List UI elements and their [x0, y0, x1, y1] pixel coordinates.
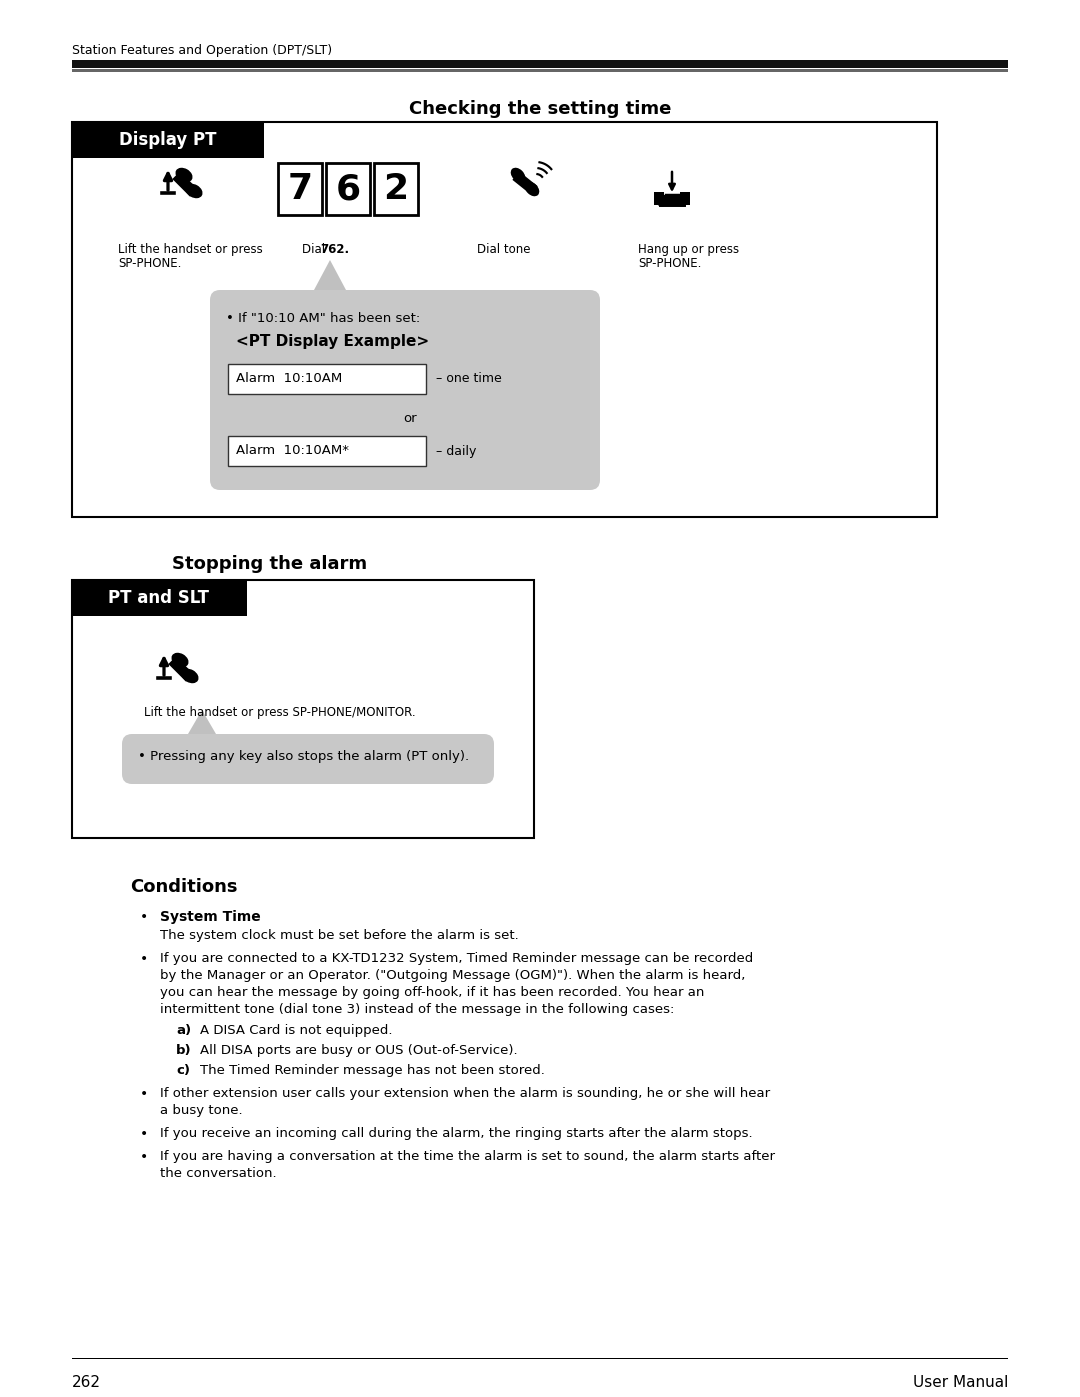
Text: •: •	[140, 909, 148, 923]
Text: Display PT: Display PT	[119, 131, 217, 149]
Text: If other extension user calls your extension when the alarm is sounding, he or s: If other extension user calls your exten…	[160, 1087, 770, 1099]
Bar	[228, 436, 426, 467]
Text: 2: 2	[383, 172, 408, 205]
Text: Station Features and Operation (DPT/SLT): Station Features and Operation (DPT/SLT)	[72, 43, 333, 57]
Bar	[72, 580, 534, 838]
Text: Checking the setting time: Checking the setting time	[409, 101, 671, 117]
Text: by the Manager or an Operator. ("Outgoing Message (OGM)"). When the alarm is hea: by the Manager or an Operator. ("Outgoin…	[160, 970, 745, 982]
Text: •: •	[140, 1127, 148, 1141]
Text: – one time: – one time	[436, 373, 502, 386]
Text: 762.: 762.	[320, 243, 349, 256]
Text: Stopping the alarm: Stopping the alarm	[173, 555, 367, 573]
Bar	[680, 191, 690, 200]
Text: you can hear the message by going off-hook, if it has been recorded. You hear an: you can hear the message by going off-ho…	[160, 986, 704, 999]
Text: All DISA ports are busy or OUS (Out-of-Service).: All DISA ports are busy or OUS (Out-of-S…	[200, 1044, 517, 1058]
Text: Lift the handset or press SP-PHONE/MONITOR.: Lift the handset or press SP-PHONE/MONIT…	[144, 705, 416, 719]
Text: b): b)	[176, 1044, 191, 1058]
Text: Dial: Dial	[302, 243, 329, 256]
Bar	[654, 196, 690, 205]
Text: or: or	[403, 412, 417, 425]
Text: Alarm  10:10AM: Alarm 10:10AM	[237, 373, 342, 386]
Text: PT and SLT: PT and SLT	[108, 590, 210, 608]
Text: The system clock must be set before the alarm is set.: The system clock must be set before the …	[160, 929, 518, 942]
Bar	[72, 580, 247, 616]
Text: •: •	[140, 1087, 148, 1101]
Text: 262: 262	[72, 1375, 102, 1390]
Text: System Time: System Time	[160, 909, 260, 923]
Polygon shape	[314, 260, 346, 291]
Text: Hang up or press: Hang up or press	[638, 243, 739, 256]
Text: intermittent tone (dial tone 3) instead of the message in the following cases:: intermittent tone (dial tone 3) instead …	[160, 1003, 674, 1016]
Text: Dial tone: Dial tone	[477, 243, 530, 256]
Text: 6: 6	[336, 172, 361, 205]
Bar	[72, 122, 937, 517]
Text: If you receive an incoming call during the alarm, the ringing starts after the a: If you receive an incoming call during t…	[160, 1127, 753, 1140]
Text: the conversation.: the conversation.	[160, 1166, 276, 1180]
Text: A DISA Card is not equipped.: A DISA Card is not equipped.	[200, 1024, 392, 1037]
Text: <PT Display Example>: <PT Display Example>	[237, 334, 429, 349]
Ellipse shape	[511, 168, 525, 182]
Text: If you are having a conversation at the time the alarm is set to sound, the alar: If you are having a conversation at the …	[160, 1150, 775, 1162]
Ellipse shape	[172, 652, 189, 668]
Text: If you are connected to a KX-TD1232 System, Timed Reminder message can be record: If you are connected to a KX-TD1232 Syst…	[160, 951, 753, 965]
Bar	[72, 68, 1008, 73]
FancyBboxPatch shape	[210, 291, 600, 490]
Text: The Timed Reminder message has not been stored.: The Timed Reminder message has not been …	[200, 1065, 545, 1077]
Text: a): a)	[176, 1024, 191, 1037]
Ellipse shape	[657, 200, 667, 207]
Text: SP-PHONE.: SP-PHONE.	[638, 257, 701, 270]
Ellipse shape	[677, 200, 687, 207]
Text: – daily: – daily	[436, 444, 476, 457]
Text: SP-PHONE.: SP-PHONE.	[118, 257, 181, 270]
Bar	[228, 365, 426, 394]
Text: c): c)	[176, 1065, 190, 1077]
Ellipse shape	[175, 168, 192, 182]
Bar	[326, 163, 370, 215]
Text: Conditions: Conditions	[130, 877, 238, 895]
Polygon shape	[188, 710, 216, 733]
Text: Alarm  10:10AM*: Alarm 10:10AM*	[237, 444, 349, 457]
Text: • Pressing any key also stops the alarm (PT only).: • Pressing any key also stops the alarm …	[138, 750, 469, 763]
Text: •: •	[140, 1150, 148, 1164]
Ellipse shape	[186, 184, 203, 198]
Bar	[72, 122, 264, 158]
Bar	[278, 163, 322, 215]
Text: 7: 7	[287, 172, 312, 205]
Text: User Manual: User Manual	[913, 1375, 1008, 1390]
Text: •: •	[140, 951, 148, 965]
Bar	[654, 191, 664, 200]
FancyBboxPatch shape	[122, 733, 494, 784]
Bar	[72, 60, 1008, 68]
Ellipse shape	[525, 182, 539, 196]
Text: a busy tone.: a busy tone.	[160, 1104, 243, 1118]
Ellipse shape	[181, 669, 199, 683]
Text: Lift the handset or press: Lift the handset or press	[118, 243, 262, 256]
Bar	[374, 163, 418, 215]
Text: • If "10:10 AM" has been set:: • If "10:10 AM" has been set:	[226, 312, 420, 326]
